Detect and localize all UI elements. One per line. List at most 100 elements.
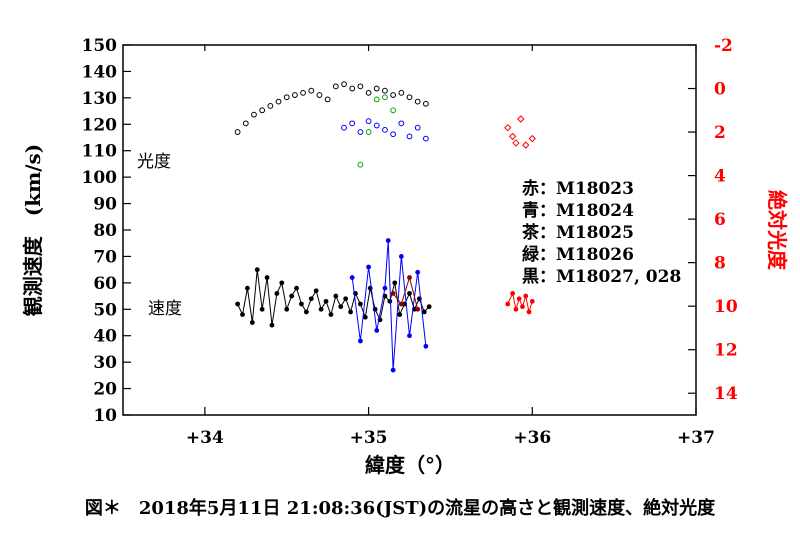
velocity-point [516, 296, 522, 302]
magnitude-point [414, 98, 421, 105]
magnitude-point [522, 141, 530, 149]
velocity-point [407, 275, 412, 280]
y-right-tick-label: 14 [714, 384, 738, 404]
velocity-point [415, 306, 421, 312]
magnitude-point [382, 87, 388, 94]
velocity-point [357, 301, 363, 307]
y-left-tick-label: 10 [93, 406, 117, 426]
magnitude-point [528, 134, 536, 143]
magnitude-point [398, 89, 405, 96]
series-black-magnitude [234, 81, 429, 135]
velocity-point [390, 291, 396, 296]
series-blue-velocity [349, 238, 429, 373]
magnitude-point [390, 131, 397, 138]
velocity-point [303, 309, 309, 315]
magnitude-point [365, 118, 372, 125]
velocity-point [249, 320, 255, 325]
velocity-point [510, 291, 516, 296]
velocity-point [318, 306, 324, 312]
velocity-point [313, 288, 319, 294]
magnitude-point [422, 135, 429, 142]
velocity-point [279, 280, 285, 286]
legend-item: 赤：M18023 [522, 178, 634, 199]
magnitude-point [308, 87, 315, 94]
magnitude-point [414, 124, 421, 131]
velocity-point [387, 298, 393, 304]
magnitude-point [275, 98, 282, 105]
velocity-point [348, 309, 353, 315]
magnitude-point [349, 120, 356, 127]
velocity-point [269, 322, 275, 328]
magnitude-point [390, 107, 397, 114]
figure-caption: 図＊ 2018年5月11日 21:08:36(JST)の流星の高さと観測速度、絶… [84, 498, 716, 519]
magnitude-point [332, 83, 339, 90]
legend: 赤：M18023 青：M18024 茶：M18025 緑：M18026 黒：M1… [522, 178, 681, 287]
velocity-point [385, 238, 391, 243]
y-left-tick-label: 140 [82, 62, 118, 82]
velocity-point [366, 264, 371, 270]
magnitude-point [357, 161, 364, 168]
velocity-point [264, 275, 270, 280]
magnitude-point [259, 107, 266, 114]
y-right-tick-label: 6 [714, 210, 726, 230]
magnitude-point [357, 83, 364, 90]
magnitude-point [406, 133, 413, 140]
legend-item: 青：M18024 [522, 200, 634, 221]
series-brown-velocity [390, 275, 421, 312]
velocity-point [254, 267, 260, 273]
magnitude-point [365, 89, 372, 96]
velocity-line [351, 240, 427, 371]
x-tick-label: +34 [186, 428, 224, 448]
magnitude-point [365, 129, 372, 135]
magnitude-point [373, 96, 380, 103]
velocity-point [274, 291, 280, 296]
magnitude-point [349, 85, 356, 92]
magnitude-point [357, 129, 364, 135]
series-green-magnitude [357, 94, 397, 168]
velocity-point [349, 275, 355, 280]
magnitude-point [234, 129, 241, 135]
y-right-tick-label: -2 [714, 36, 733, 56]
magnitude-point [242, 120, 249, 127]
velocity-point [505, 301, 511, 307]
velocity-point [523, 293, 529, 299]
magnitude-point [504, 123, 512, 132]
y-axis-right-title: 絶対光度 [765, 190, 789, 271]
velocity-point [294, 285, 299, 291]
velocity-point [362, 314, 368, 320]
series-red-magnitude [504, 115, 536, 149]
y-left-tick-label: 60 [93, 274, 117, 294]
y-left-tick-label: 150 [82, 36, 118, 56]
x-tick-label: +35 [350, 428, 388, 448]
velocity-point [333, 293, 339, 299]
y-left-tick-label: 100 [82, 168, 118, 188]
magnitude-point [316, 92, 323, 98]
magnitude-point [373, 122, 380, 129]
magnitude-point [292, 92, 298, 98]
magnitude-point [390, 92, 397, 98]
magnitude-point [283, 94, 290, 101]
magnitude-point [341, 81, 347, 88]
velocity-point [520, 304, 525, 310]
chart: 10 20 30 40 50 60 70 80 90 100 110 120 130 140 150 -2 0… [21, 36, 789, 477]
velocity-point [526, 309, 532, 315]
y-right-tick-label: 0 [714, 80, 726, 100]
y-left-tick-label: 50 [93, 300, 117, 320]
y-right-tick-label: 4 [714, 167, 726, 187]
velocity-point [392, 280, 398, 286]
velocity-point [415, 269, 421, 275]
series-red-velocity [505, 291, 535, 315]
magnitude-point [422, 100, 429, 107]
velocity-point [382, 285, 388, 291]
velocity-point [398, 254, 404, 259]
magnitude-point [512, 139, 520, 147]
velocity-point [284, 306, 290, 312]
series-black-velocity [235, 267, 432, 328]
magnitude-point [398, 120, 405, 127]
y-left-tick-label: 110 [82, 142, 118, 162]
magnitude-point [300, 89, 306, 96]
velocity-point [357, 338, 363, 344]
magnitude-point [341, 124, 347, 131]
magnitude-point [517, 115, 525, 123]
velocity-point [398, 301, 404, 307]
